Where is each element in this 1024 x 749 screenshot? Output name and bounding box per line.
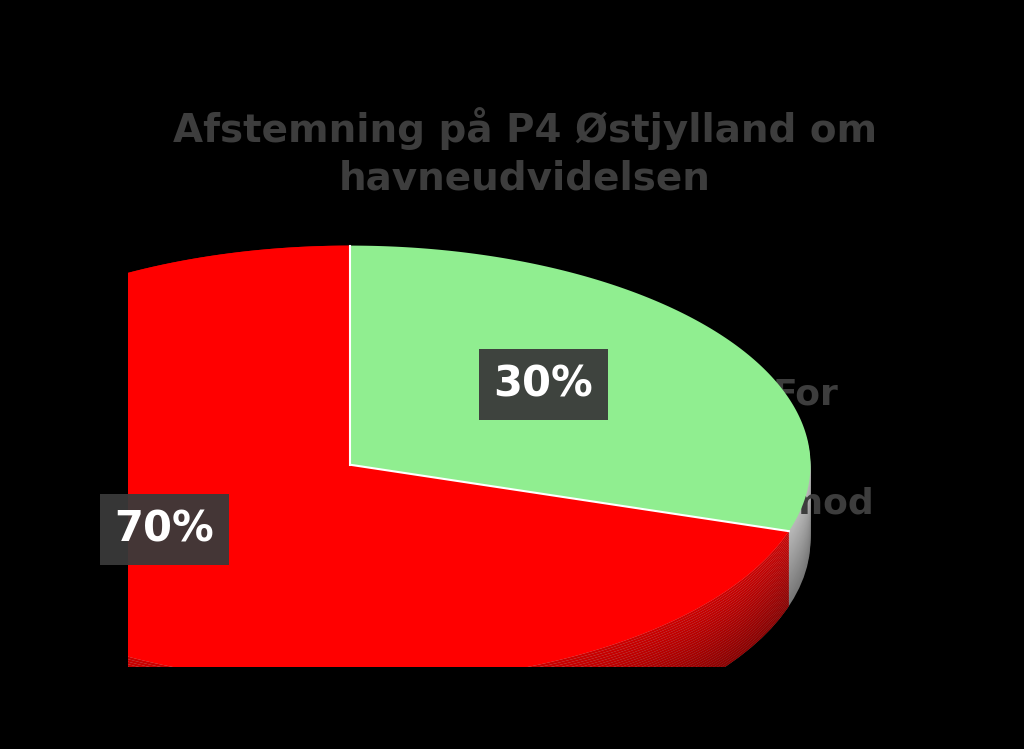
Ellipse shape (0, 318, 811, 749)
Ellipse shape (0, 263, 811, 701)
Text: Afstemning på P4 Østjylland om
havneudvidelsen: Afstemning på P4 Østjylland om havneudvi… (173, 107, 877, 197)
Polygon shape (0, 258, 788, 699)
Polygon shape (0, 253, 788, 694)
Polygon shape (0, 283, 788, 724)
Polygon shape (0, 293, 788, 734)
Ellipse shape (0, 276, 811, 714)
Ellipse shape (0, 255, 811, 694)
Ellipse shape (0, 311, 811, 749)
Text: 30%: 30% (494, 363, 593, 405)
Ellipse shape (0, 288, 811, 727)
Ellipse shape (0, 281, 811, 719)
Polygon shape (0, 285, 788, 727)
Polygon shape (0, 276, 788, 716)
Polygon shape (0, 298, 788, 739)
Polygon shape (0, 270, 788, 712)
Polygon shape (0, 255, 788, 697)
Ellipse shape (0, 285, 811, 724)
Ellipse shape (0, 321, 811, 749)
Ellipse shape (0, 313, 811, 749)
Ellipse shape (0, 273, 811, 712)
Ellipse shape (0, 261, 811, 699)
Polygon shape (0, 248, 788, 689)
Ellipse shape (0, 258, 811, 697)
Ellipse shape (0, 266, 811, 704)
Ellipse shape (0, 270, 811, 709)
Ellipse shape (0, 308, 811, 747)
Polygon shape (0, 266, 788, 706)
Polygon shape (0, 313, 788, 749)
Polygon shape (0, 318, 788, 749)
Polygon shape (0, 246, 788, 684)
Legend: For, Imod: For, Imod (686, 360, 885, 535)
Ellipse shape (0, 251, 811, 689)
Ellipse shape (0, 248, 811, 686)
Polygon shape (0, 303, 788, 744)
Polygon shape (0, 251, 788, 691)
Ellipse shape (0, 278, 811, 716)
Ellipse shape (0, 268, 811, 706)
Polygon shape (0, 263, 788, 704)
Polygon shape (0, 261, 788, 701)
Polygon shape (0, 268, 788, 709)
Polygon shape (0, 281, 788, 721)
Polygon shape (0, 308, 788, 749)
Ellipse shape (0, 293, 811, 731)
Polygon shape (0, 288, 788, 729)
Ellipse shape (0, 306, 811, 744)
Ellipse shape (0, 253, 811, 691)
Polygon shape (0, 300, 788, 742)
Ellipse shape (0, 291, 811, 729)
Ellipse shape (0, 315, 811, 749)
Text: 70%: 70% (115, 509, 214, 551)
Polygon shape (0, 306, 788, 747)
Polygon shape (0, 291, 788, 731)
Polygon shape (0, 278, 788, 719)
Polygon shape (0, 246, 788, 686)
Polygon shape (0, 311, 788, 749)
Ellipse shape (0, 300, 811, 739)
Ellipse shape (0, 298, 811, 736)
Ellipse shape (0, 283, 811, 721)
Polygon shape (0, 296, 788, 736)
Polygon shape (350, 246, 810, 531)
Polygon shape (0, 315, 788, 749)
Polygon shape (0, 273, 788, 714)
Ellipse shape (0, 303, 811, 742)
Ellipse shape (0, 296, 811, 734)
